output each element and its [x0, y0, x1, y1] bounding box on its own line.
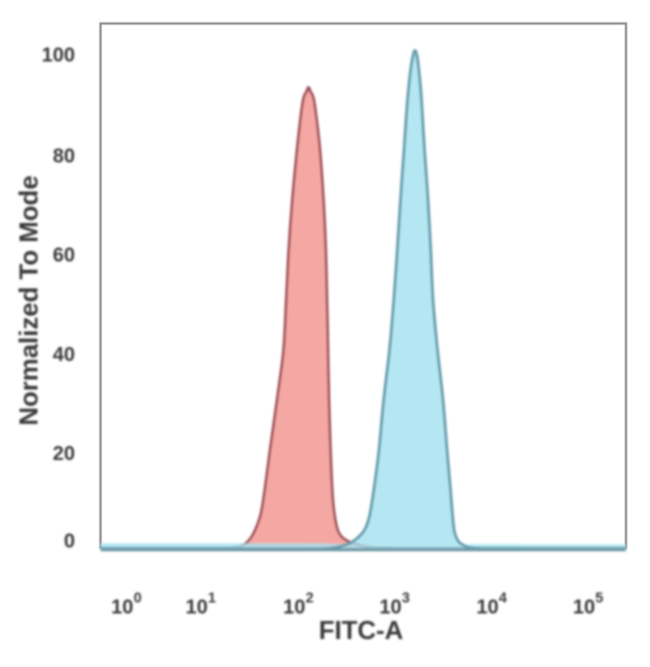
svg-text:20: 20 — [53, 443, 75, 465]
svg-text:10: 10 — [476, 597, 498, 619]
svg-text:2: 2 — [306, 591, 314, 607]
svg-text:10: 10 — [573, 597, 595, 619]
svg-text:5: 5 — [595, 591, 603, 607]
svg-text:40: 40 — [53, 344, 75, 366]
svg-text:1: 1 — [208, 591, 216, 607]
svg-text:100: 100 — [42, 45, 75, 67]
svg-text:10: 10 — [283, 597, 305, 619]
svg-text:10: 10 — [111, 597, 133, 619]
svg-text:0: 0 — [134, 591, 142, 607]
svg-text:3: 3 — [402, 591, 410, 607]
svg-text:10: 10 — [379, 597, 401, 619]
svg-text:Normalized To Mode: Normalized To Mode — [16, 175, 44, 425]
svg-text:4: 4 — [499, 591, 507, 607]
svg-text:10: 10 — [185, 597, 207, 619]
svg-text:60: 60 — [53, 244, 75, 266]
svg-text:0: 0 — [64, 530, 75, 552]
svg-text:FITC-A: FITC-A — [319, 617, 404, 645]
svg-text:80: 80 — [53, 145, 75, 167]
